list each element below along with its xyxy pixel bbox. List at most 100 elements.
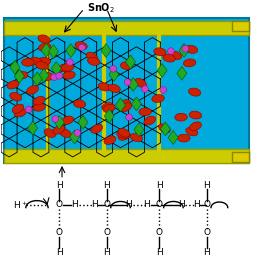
Ellipse shape (178, 134, 190, 142)
Polygon shape (179, 43, 189, 57)
Polygon shape (131, 97, 141, 111)
Text: O: O (203, 200, 210, 209)
Ellipse shape (120, 62, 133, 69)
Ellipse shape (118, 129, 130, 137)
Ellipse shape (38, 57, 51, 65)
Circle shape (124, 79, 131, 85)
Circle shape (167, 48, 174, 54)
Text: O: O (56, 200, 63, 209)
Ellipse shape (30, 57, 42, 66)
Polygon shape (78, 115, 88, 129)
Polygon shape (28, 121, 38, 135)
Ellipse shape (86, 52, 98, 61)
Ellipse shape (98, 83, 110, 91)
Bar (4, 21, 249, 35)
Ellipse shape (88, 57, 100, 65)
Ellipse shape (41, 73, 54, 80)
Ellipse shape (38, 43, 51, 51)
Polygon shape (177, 66, 187, 80)
Text: O: O (156, 200, 163, 209)
Ellipse shape (15, 71, 28, 79)
Ellipse shape (175, 113, 187, 121)
Circle shape (56, 73, 62, 79)
Ellipse shape (59, 129, 71, 137)
Polygon shape (69, 130, 80, 144)
Text: H: H (144, 200, 150, 209)
Text: H$^+$: H$^+$ (13, 199, 28, 211)
Ellipse shape (189, 111, 202, 119)
Bar (4, 149, 249, 163)
Ellipse shape (59, 64, 71, 72)
Circle shape (25, 106, 32, 113)
Polygon shape (10, 60, 20, 74)
Polygon shape (134, 123, 144, 137)
Ellipse shape (12, 104, 24, 113)
Ellipse shape (61, 63, 74, 71)
Ellipse shape (139, 108, 151, 116)
Ellipse shape (104, 136, 116, 144)
Circle shape (142, 86, 148, 92)
Ellipse shape (190, 122, 201, 130)
Ellipse shape (108, 84, 120, 92)
Text: H: H (56, 248, 63, 257)
Ellipse shape (91, 124, 102, 133)
Ellipse shape (169, 51, 182, 60)
Polygon shape (104, 109, 114, 123)
Polygon shape (14, 69, 24, 83)
Ellipse shape (154, 48, 166, 56)
Text: H: H (103, 181, 110, 190)
Ellipse shape (53, 125, 65, 134)
Ellipse shape (10, 92, 22, 101)
Text: H: H (204, 181, 210, 190)
Circle shape (126, 114, 132, 121)
Ellipse shape (120, 103, 132, 112)
Circle shape (110, 66, 116, 72)
Polygon shape (101, 44, 111, 57)
Ellipse shape (33, 96, 45, 105)
Text: H: H (125, 200, 132, 209)
Polygon shape (109, 67, 119, 81)
Polygon shape (157, 64, 167, 78)
Polygon shape (39, 68, 49, 82)
Text: H: H (193, 200, 200, 209)
Text: H: H (103, 248, 110, 257)
Ellipse shape (188, 88, 201, 96)
Circle shape (51, 74, 57, 81)
Circle shape (182, 45, 189, 52)
Ellipse shape (117, 130, 129, 138)
Ellipse shape (44, 129, 56, 137)
Polygon shape (48, 45, 59, 59)
Circle shape (67, 59, 73, 66)
Ellipse shape (186, 127, 198, 136)
Text: O: O (56, 228, 63, 237)
Polygon shape (32, 72, 42, 86)
Ellipse shape (33, 103, 45, 111)
Text: O: O (203, 228, 210, 237)
Ellipse shape (75, 42, 87, 50)
Ellipse shape (36, 62, 48, 70)
Ellipse shape (158, 124, 170, 133)
Circle shape (160, 87, 167, 93)
Polygon shape (168, 130, 178, 144)
Ellipse shape (27, 85, 38, 94)
Polygon shape (128, 78, 138, 92)
Bar (4, 18, 249, 163)
Bar (232, 21, 249, 31)
Polygon shape (54, 115, 64, 129)
Ellipse shape (103, 104, 115, 113)
Text: H: H (56, 181, 63, 190)
Ellipse shape (7, 81, 19, 89)
Ellipse shape (14, 109, 26, 117)
Ellipse shape (130, 133, 143, 142)
Ellipse shape (183, 59, 196, 67)
Ellipse shape (22, 59, 34, 66)
Ellipse shape (102, 103, 114, 111)
Circle shape (79, 44, 85, 51)
Ellipse shape (73, 100, 86, 108)
Text: H: H (178, 200, 185, 209)
Text: SnO$_2$: SnO$_2$ (87, 2, 115, 15)
Text: H: H (156, 181, 163, 190)
Text: O: O (103, 200, 110, 209)
Polygon shape (115, 98, 125, 112)
Text: H: H (91, 200, 97, 209)
